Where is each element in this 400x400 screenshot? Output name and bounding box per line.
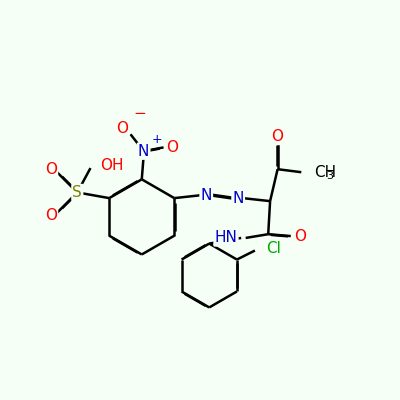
Text: 3: 3 (326, 171, 334, 181)
Text: +: + (152, 133, 162, 146)
Text: OH: OH (100, 158, 123, 172)
Text: Cl: Cl (266, 241, 281, 256)
Text: O: O (166, 140, 178, 155)
Text: O: O (294, 228, 306, 244)
Text: N: N (138, 144, 149, 159)
Text: −: − (134, 106, 146, 122)
Text: CH: CH (314, 165, 336, 180)
Text: N: N (200, 188, 212, 203)
Text: N: N (232, 191, 244, 206)
Text: O: O (45, 208, 57, 222)
Text: HN: HN (214, 230, 238, 246)
Text: O: O (45, 162, 57, 178)
Text: O: O (272, 129, 284, 144)
Text: O: O (116, 121, 128, 136)
Text: S: S (72, 185, 82, 200)
